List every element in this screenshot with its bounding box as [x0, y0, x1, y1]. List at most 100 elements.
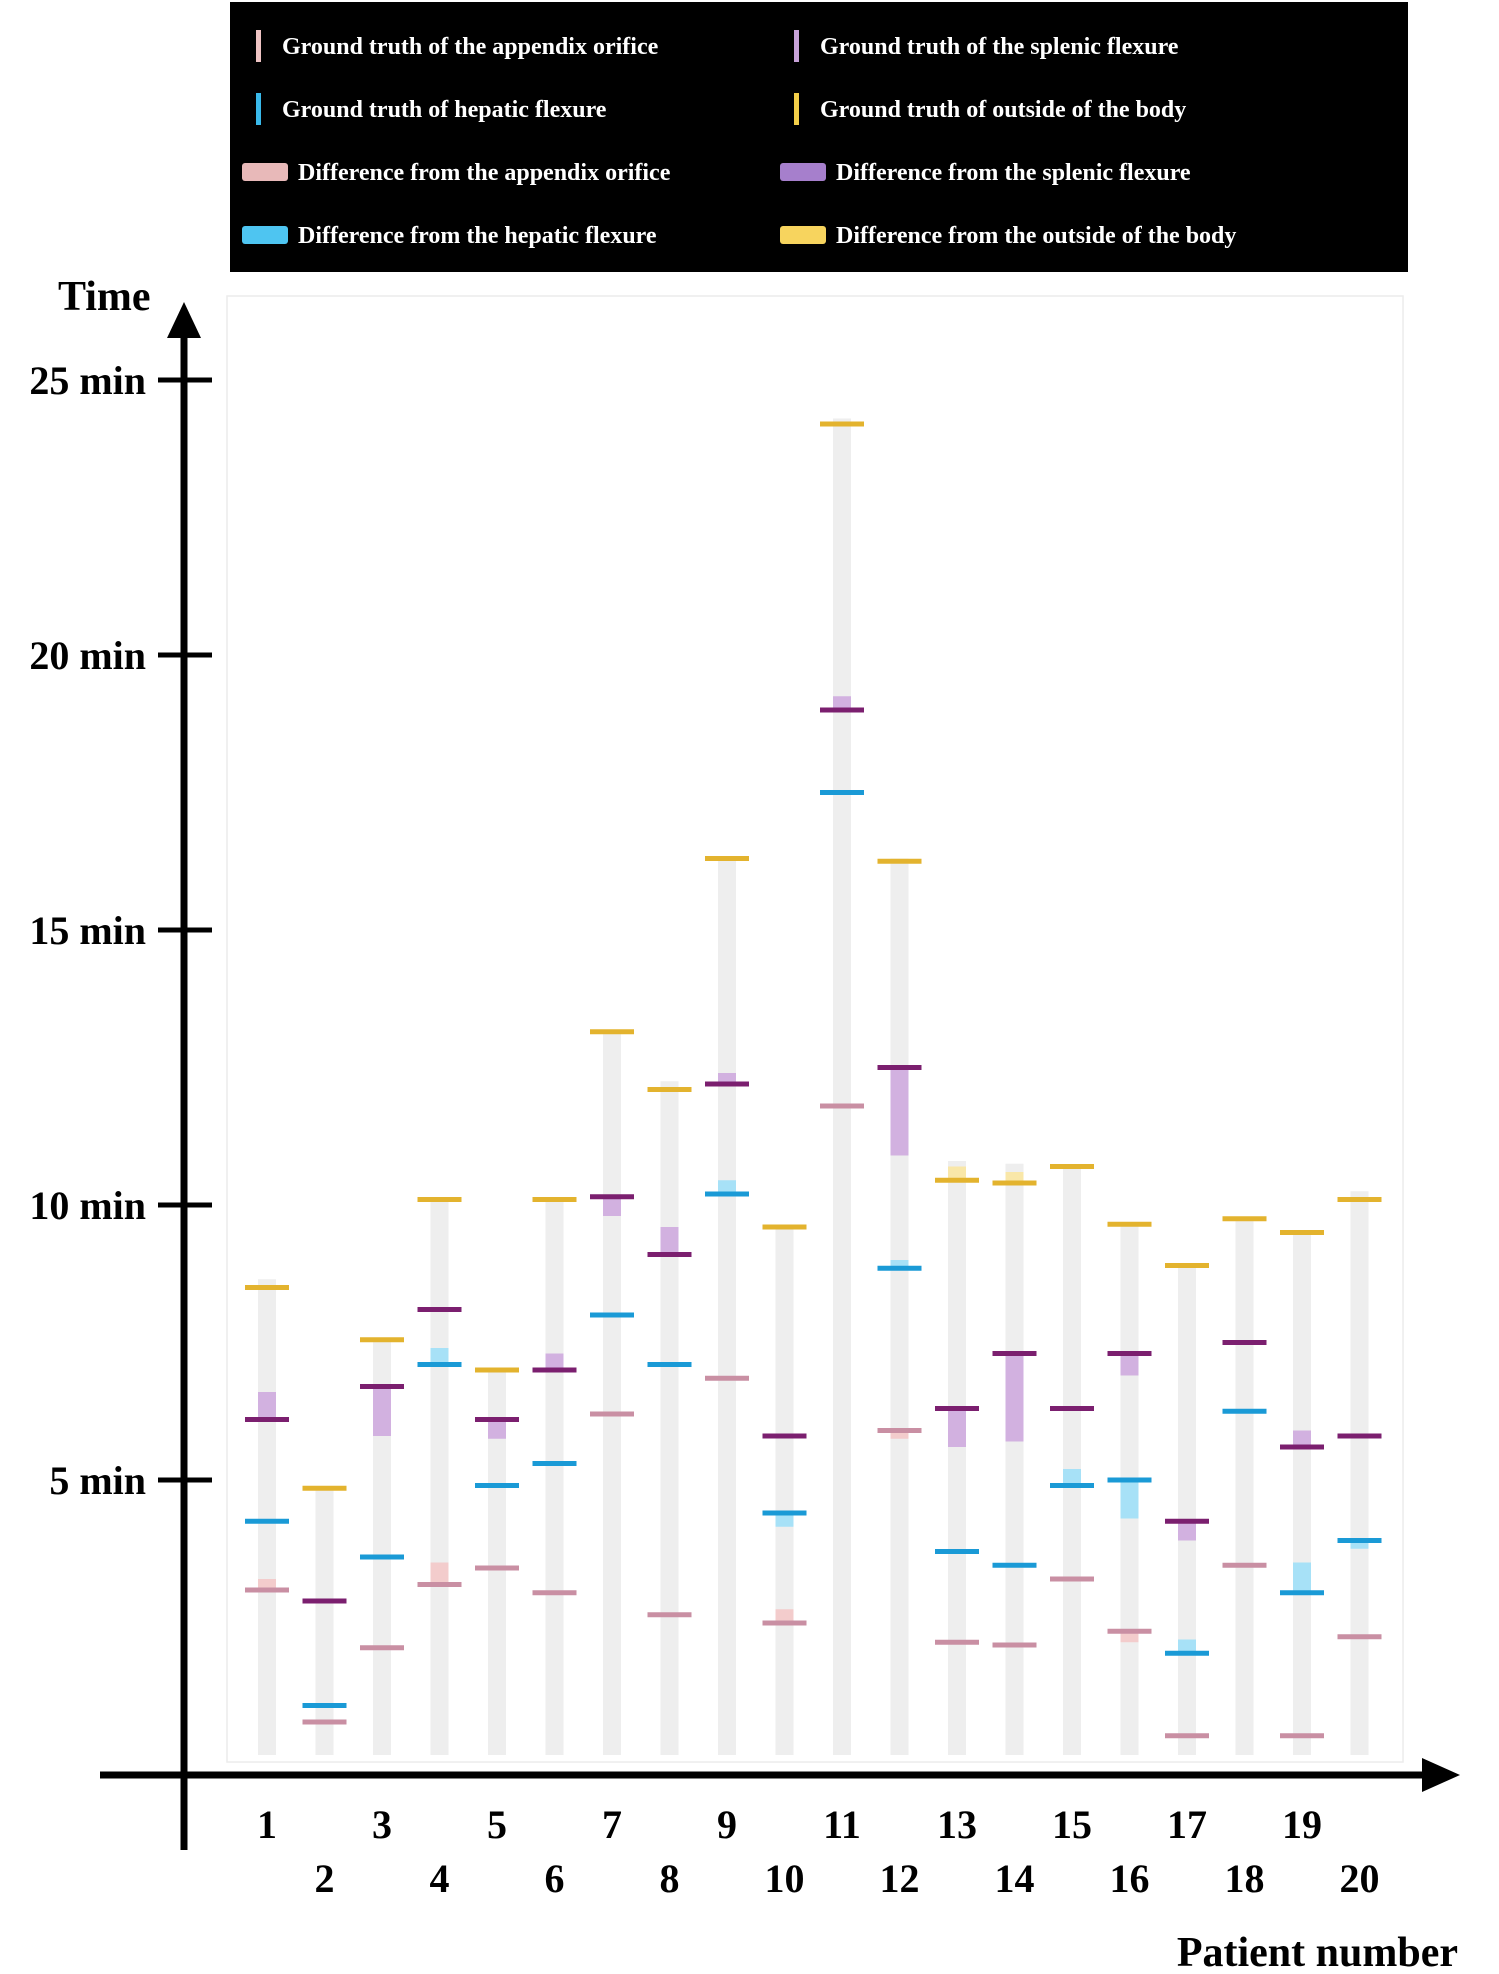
x-tick-label-6: 6	[545, 1856, 565, 1901]
x-tick-label-14: 14	[995, 1856, 1035, 1901]
bar-patient-19	[1293, 1232, 1311, 1755]
marker-appendix-patient-16	[1107, 1628, 1152, 1634]
marker-hepatic-patient-16	[1107, 1477, 1152, 1483]
bar-patient-2	[315, 1488, 334, 1755]
patient-16-column	[1107, 1221, 1152, 1755]
diff-appendix-patient-4	[430, 1562, 449, 1585]
marker-hepatic-patient-1	[245, 1518, 289, 1524]
legend-label-diff_splenic: Difference from the splenic flexure	[836, 160, 1191, 186]
legend-label-diff_appendix: Difference from the appendix orifice	[298, 160, 671, 186]
diff-splenic-patient-13	[948, 1408, 966, 1447]
x-tick-label-5: 5	[487, 1802, 507, 1847]
legend-swatch-gt_hepatic	[256, 93, 261, 125]
marker-outside-patient-6	[532, 1197, 577, 1202]
legend-swatch-diff_outside	[780, 226, 826, 244]
marker-hepatic-patient-3	[360, 1554, 404, 1560]
marker-splenic-patient-7	[590, 1194, 634, 1200]
diff-hepatic-patient-15	[1063, 1469, 1081, 1486]
marker-hepatic-patient-6	[532, 1461, 577, 1466]
marker-appendix-patient-13	[935, 1639, 979, 1645]
patient-9-column	[705, 856, 749, 1755]
marker-splenic-patient-10	[762, 1433, 807, 1439]
marker-splenic-patient-11	[820, 707, 864, 713]
marker-splenic-patient-1	[245, 1417, 289, 1422]
marker-outside-patient-18	[1222, 1216, 1267, 1222]
y-tick-label-20: 20 min	[29, 633, 146, 678]
x-tick-label-17: 17	[1167, 1802, 1207, 1847]
legend-swatch-gt_appendix	[256, 30, 261, 62]
diff-hepatic-patient-20	[1350, 1540, 1369, 1549]
legend-label-gt_hepatic: Ground truth of hepatic flexure	[282, 97, 607, 123]
marker-appendix-patient-2	[302, 1719, 347, 1725]
marker-appendix-patient-15	[1050, 1576, 1094, 1582]
diff-appendix-patient-1	[258, 1579, 276, 1590]
diff-hepatic-patient-16	[1120, 1480, 1139, 1519]
marker-splenic-patient-9	[705, 1081, 749, 1087]
diff-appendix-patient-16	[1120, 1631, 1139, 1643]
marker-hepatic-patient-8	[647, 1362, 692, 1367]
marker-outside-patient-14	[992, 1180, 1037, 1186]
x-tick-label-20: 20	[1340, 1856, 1380, 1901]
plot-area-frame	[226, 295, 1404, 1763]
diff-splenic-patient-16	[1120, 1353, 1139, 1376]
marker-appendix-patient-14	[992, 1642, 1037, 1648]
marker-outside-patient-20	[1337, 1197, 1382, 1202]
bar-patient-7	[603, 1031, 621, 1755]
legend-swatch-gt_outside	[794, 93, 799, 125]
marker-splenic-patient-3	[360, 1384, 404, 1389]
marker-outside-patient-4	[417, 1197, 462, 1202]
x-tick-label-11: 11	[823, 1802, 861, 1847]
patient-bars	[245, 418, 1382, 1755]
marker-splenic-patient-16	[1107, 1351, 1152, 1356]
patient-7-column	[590, 1029, 634, 1755]
x-tick-label-12: 12	[880, 1856, 920, 1901]
x-tick-label-4: 4	[430, 1856, 450, 1901]
bar-patient-13	[948, 1161, 966, 1755]
diff-hepatic-patient-12	[890, 1260, 909, 1269]
bar-patient-4	[430, 1199, 449, 1755]
y-tick-label-5: 5 min	[49, 1458, 146, 1503]
legend-label-gt_appendix: Ground truth of the appendix orifice	[282, 34, 659, 60]
marker-splenic-patient-6	[532, 1367, 577, 1373]
x-tick-label-1: 1	[257, 1802, 277, 1847]
marker-hepatic-patient-13	[935, 1549, 979, 1554]
patient-6-column	[532, 1197, 577, 1755]
marker-hepatic-patient-5	[475, 1483, 519, 1488]
patient-10-column	[762, 1224, 807, 1755]
marker-hepatic-patient-7	[590, 1312, 634, 1318]
x-tick-label-9: 9	[717, 1802, 737, 1847]
patient-17-column	[1165, 1263, 1209, 1755]
marker-splenic-patient-8	[647, 1252, 692, 1257]
diff-hepatic-patient-4	[430, 1348, 449, 1365]
marker-appendix-patient-18	[1222, 1562, 1267, 1568]
marker-hepatic-patient-18	[1222, 1408, 1267, 1414]
patient-11-column	[820, 418, 864, 1755]
legend-label-diff_outside: Difference from the outside of the body	[836, 223, 1236, 249]
marker-outside-patient-12	[877, 858, 922, 864]
bar-patient-1	[258, 1279, 276, 1755]
bar-patient-9	[718, 858, 736, 1755]
marker-splenic-patient-14	[992, 1351, 1037, 1356]
marker-splenic-patient-18	[1222, 1340, 1267, 1345]
diff-hepatic-patient-17	[1178, 1639, 1196, 1654]
bar-patient-5	[488, 1370, 506, 1755]
marker-splenic-patient-19	[1280, 1444, 1324, 1450]
x-tick-label-15: 15	[1052, 1802, 1092, 1847]
marker-hepatic-patient-14	[992, 1562, 1037, 1568]
marker-splenic-patient-12	[877, 1065, 922, 1070]
marker-splenic-patient-2	[302, 1598, 347, 1604]
marker-outside-patient-15	[1050, 1164, 1094, 1169]
marker-appendix-patient-12	[877, 1428, 922, 1433]
x-tick-label-8: 8	[660, 1856, 680, 1901]
marker-hepatic-patient-12	[877, 1265, 922, 1271]
x-axis-label: Patient number	[1177, 1930, 1458, 1974]
bar-patient-20	[1350, 1191, 1369, 1755]
patient-19-column	[1280, 1230, 1324, 1755]
marker-outside-patient-19	[1280, 1230, 1324, 1235]
legend-swatch-diff_hepatic	[242, 226, 288, 244]
diff-splenic-patient-12	[890, 1067, 909, 1156]
x-tick-label-2: 2	[315, 1856, 335, 1901]
bar-patient-17	[1178, 1265, 1196, 1755]
marker-outside-patient-5	[475, 1367, 519, 1373]
